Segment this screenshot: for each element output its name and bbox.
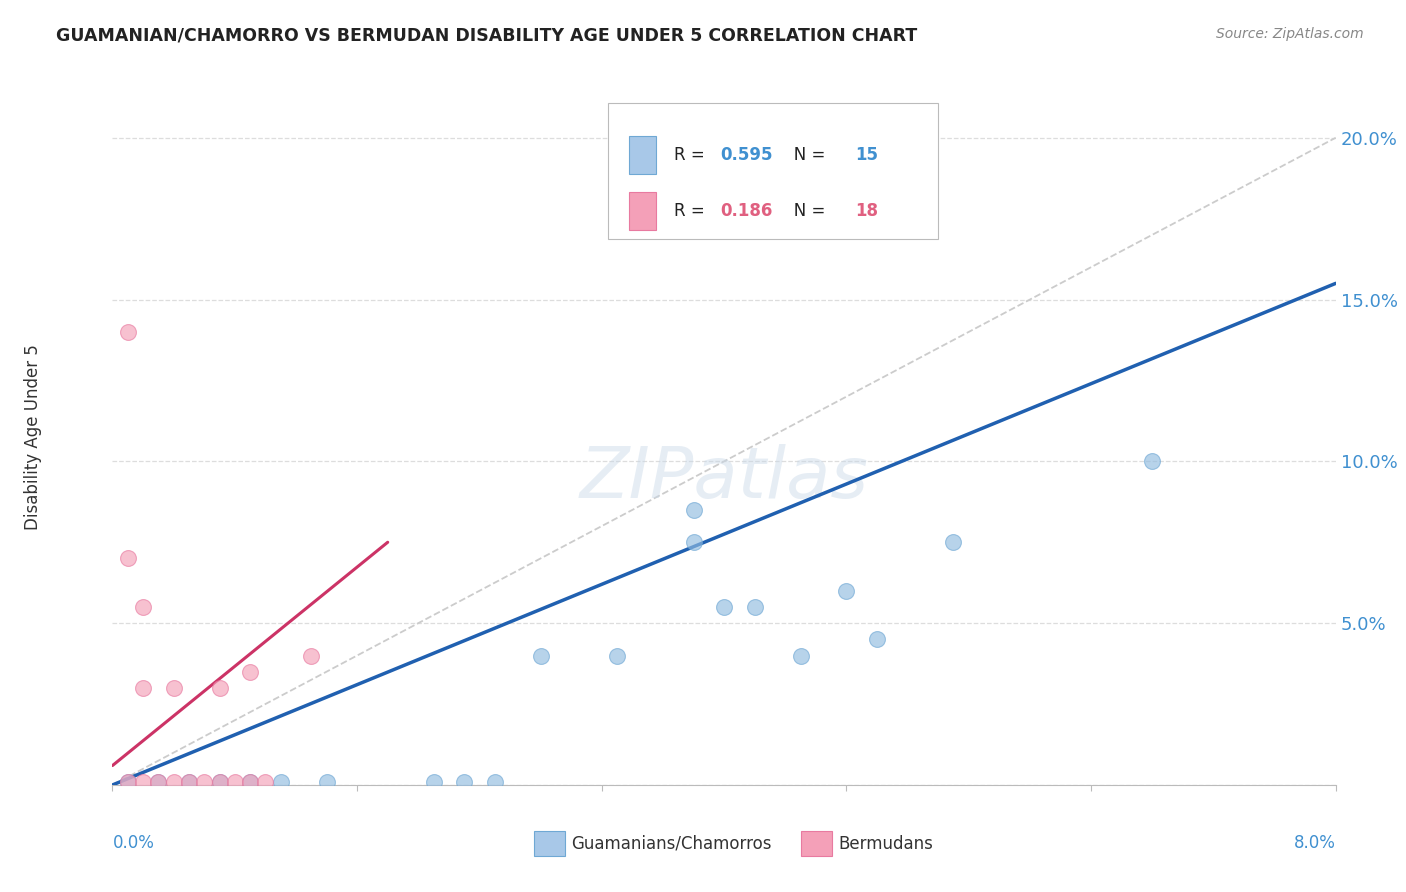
Point xyxy=(453,774,475,789)
Point xyxy=(239,665,262,679)
Text: R =: R = xyxy=(673,202,710,220)
Point xyxy=(117,774,139,789)
FancyBboxPatch shape xyxy=(607,103,938,239)
Text: Bermudans: Bermudans xyxy=(838,835,932,853)
Bar xyxy=(628,136,655,175)
Point xyxy=(117,325,139,339)
Point xyxy=(177,774,200,789)
Point xyxy=(713,599,735,614)
Point xyxy=(208,774,231,789)
Point xyxy=(254,774,277,789)
Text: GUAMANIAN/CHAMORRO VS BERMUDAN DISABILITY AGE UNDER 5 CORRELATION CHART: GUAMANIAN/CHAMORRO VS BERMUDAN DISABILIT… xyxy=(56,27,918,45)
Point xyxy=(148,774,170,789)
Point xyxy=(132,599,155,614)
Point xyxy=(942,535,965,549)
Point xyxy=(270,774,292,789)
Point xyxy=(682,503,704,517)
Point xyxy=(239,774,262,789)
Text: 0.186: 0.186 xyxy=(720,202,773,220)
Point xyxy=(682,535,704,549)
Point xyxy=(835,583,858,598)
Text: 8.0%: 8.0% xyxy=(1294,834,1336,852)
Point xyxy=(224,774,246,789)
Point xyxy=(299,648,322,663)
Point xyxy=(177,774,200,789)
Point xyxy=(759,211,782,226)
Bar xyxy=(628,192,655,230)
Point xyxy=(1142,454,1164,468)
Point xyxy=(789,648,811,663)
Point xyxy=(606,648,628,663)
Text: 0.595: 0.595 xyxy=(720,146,773,164)
Text: Source: ZipAtlas.com: Source: ZipAtlas.com xyxy=(1216,27,1364,41)
Text: Disability Age Under 5: Disability Age Under 5 xyxy=(24,344,42,530)
Text: R =: R = xyxy=(673,146,710,164)
Point xyxy=(163,681,186,695)
Point xyxy=(208,774,231,789)
Point xyxy=(866,632,889,647)
Text: N =: N = xyxy=(778,146,831,164)
Point xyxy=(484,774,506,789)
Point xyxy=(422,774,444,789)
Text: 0.0%: 0.0% xyxy=(112,834,155,852)
Text: 15: 15 xyxy=(855,146,877,164)
Point xyxy=(239,774,262,789)
Point xyxy=(529,648,551,663)
Point xyxy=(117,551,139,566)
Point xyxy=(117,774,139,789)
Point xyxy=(744,599,766,614)
Point xyxy=(315,774,337,789)
Point xyxy=(148,774,170,789)
Point xyxy=(193,774,215,789)
Text: 18: 18 xyxy=(855,202,877,220)
Point xyxy=(208,681,231,695)
Text: ZIPatlas: ZIPatlas xyxy=(579,444,869,513)
Text: N =: N = xyxy=(778,202,831,220)
Text: Guamanians/Chamorros: Guamanians/Chamorros xyxy=(571,835,772,853)
Point xyxy=(835,211,858,226)
Point xyxy=(163,774,186,789)
Point xyxy=(132,681,155,695)
Point xyxy=(132,774,155,789)
